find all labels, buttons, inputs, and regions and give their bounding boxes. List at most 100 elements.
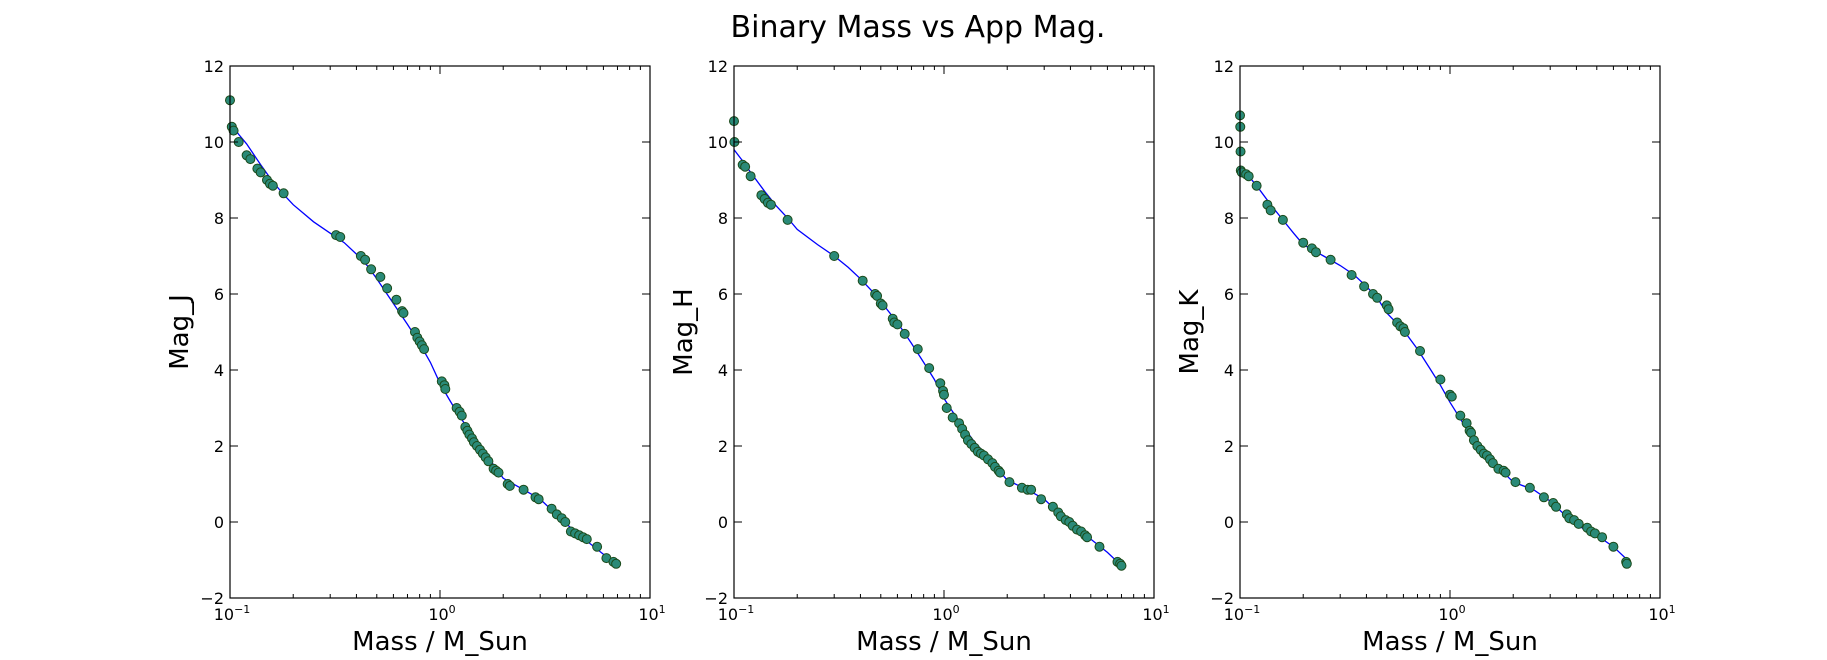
- data-point: [267, 180, 278, 191]
- chart-panel-mag-j: −2 0 2 4 6 8 10 12 10−1 100 101 Mass / M_Sun Mag_J: [165, 57, 666, 657]
- chart-panel-mag-k: −2 0 2 4 6 8 10 12 10−1 100 101 Mass / M_Sun Mag_K: [1175, 57, 1676, 657]
- data-point: [1116, 560, 1127, 571]
- y-tick-label: −2: [200, 589, 224, 608]
- y-tick-label: 2: [718, 437, 728, 456]
- figure-title: Binary Mass vs App Mag.: [731, 10, 1106, 45]
- data-point: [1325, 254, 1336, 265]
- series-line: [733, 149, 1122, 567]
- y-tick-label: 6: [718, 285, 728, 304]
- data-point: [440, 384, 451, 394]
- data-point: [877, 300, 888, 311]
- data-point: [1383, 304, 1394, 315]
- y-tick-label: 4: [1224, 361, 1234, 380]
- data-point: [1435, 374, 1446, 385]
- data-point: [1399, 327, 1410, 337]
- data-point: [1310, 247, 1321, 258]
- series-line: [1239, 168, 1628, 561]
- y-tick-label: 0: [1224, 513, 1234, 532]
- data-point: [1500, 467, 1511, 478]
- data-point: [611, 558, 622, 569]
- x-axis-label: Mass / M_Sun: [1362, 627, 1538, 657]
- data-point: [1551, 501, 1562, 512]
- y-tick-label: 6: [1224, 285, 1234, 304]
- x-tick-label: 10−1: [1224, 603, 1261, 624]
- y-axis-label: Mag_H: [669, 288, 699, 375]
- x-tick-label: 100: [1438, 603, 1465, 624]
- y-tick-label: 12: [204, 57, 224, 76]
- data-point: [782, 214, 793, 225]
- data-point: [518, 484, 529, 495]
- y-axis-label: Mag_K: [1175, 289, 1205, 375]
- data-point: [1597, 532, 1608, 543]
- data-point: [1265, 205, 1276, 216]
- y-tick-label: 0: [718, 513, 728, 532]
- y-tick-label: 8: [718, 209, 728, 228]
- data-point: [995, 467, 1006, 478]
- x-tick-label: 101: [638, 603, 665, 624]
- x-axis-label: Mass / M_Sun: [856, 627, 1032, 657]
- y-tick-label: 2: [1224, 437, 1234, 456]
- data-point: [504, 480, 515, 491]
- data-point: [398, 308, 409, 318]
- data-point: [560, 517, 571, 527]
- y-axis-label: Mag_J: [165, 294, 195, 370]
- x-tick-label: 101: [1648, 603, 1675, 624]
- data-point: [740, 161, 751, 172]
- data-point: [1510, 477, 1521, 488]
- data-point: [939, 389, 949, 400]
- y-tick-label: 10: [708, 133, 728, 152]
- y-tick-label: −2: [1210, 589, 1234, 608]
- y-tick-label: 10: [1214, 133, 1234, 152]
- x-tick-label: 10−1: [718, 603, 755, 624]
- data-point: [278, 188, 289, 199]
- data-point: [391, 294, 402, 305]
- x-tick-label: 100: [428, 603, 455, 624]
- y-tick-label: 2: [214, 437, 224, 456]
- data-point: [483, 456, 494, 467]
- y-tick-label: 6: [214, 285, 224, 304]
- y-tick-label: 8: [1224, 209, 1234, 228]
- x-tick-label: 10−1: [214, 603, 251, 624]
- data-point: [228, 125, 239, 136]
- y-tick-label: 4: [718, 361, 728, 380]
- data-point: [765, 199, 776, 210]
- data-point: [1094, 541, 1105, 552]
- data-point: [360, 254, 371, 265]
- data-point: [1538, 492, 1549, 503]
- data-point: [581, 534, 592, 545]
- data-point: [1026, 484, 1037, 495]
- data-point: [941, 403, 952, 413]
- y-tick-label: 12: [708, 57, 728, 76]
- data-point: [1251, 180, 1262, 191]
- x-tick-label: 100: [932, 603, 959, 624]
- y-tick-label: 12: [1214, 57, 1234, 76]
- data-point: [366, 264, 377, 275]
- data-point: [375, 271, 386, 282]
- data-point: [1446, 391, 1457, 402]
- data-point: [1359, 281, 1370, 292]
- data-point: [255, 167, 266, 178]
- x-tick-label: 101: [1142, 603, 1169, 624]
- data-point: [533, 494, 544, 505]
- data-point: [745, 171, 756, 182]
- data-point: [245, 154, 256, 165]
- y-tick-label: 4: [214, 361, 224, 380]
- data-point: [1415, 346, 1426, 356]
- data-point: [1004, 477, 1015, 488]
- data-point: [1524, 482, 1535, 493]
- data-point: [456, 410, 467, 421]
- chart-panel-mag-h: −2 0 2 4 6 8 10 12 10−1 100 101 Mass / M_Sun Mag_H: [669, 57, 1170, 657]
- data-point: [1243, 171, 1254, 182]
- plot-frame: [733, 65, 1155, 599]
- data-point: [892, 319, 903, 330]
- data-point: [1573, 518, 1584, 529]
- plot-frame: [1239, 65, 1661, 599]
- data-point: [1082, 532, 1093, 543]
- data-point: [1455, 410, 1466, 421]
- x-axis-label: Mass / M_Sun: [352, 627, 528, 657]
- y-tick-label: 10: [204, 133, 224, 152]
- data-point: [1346, 270, 1357, 280]
